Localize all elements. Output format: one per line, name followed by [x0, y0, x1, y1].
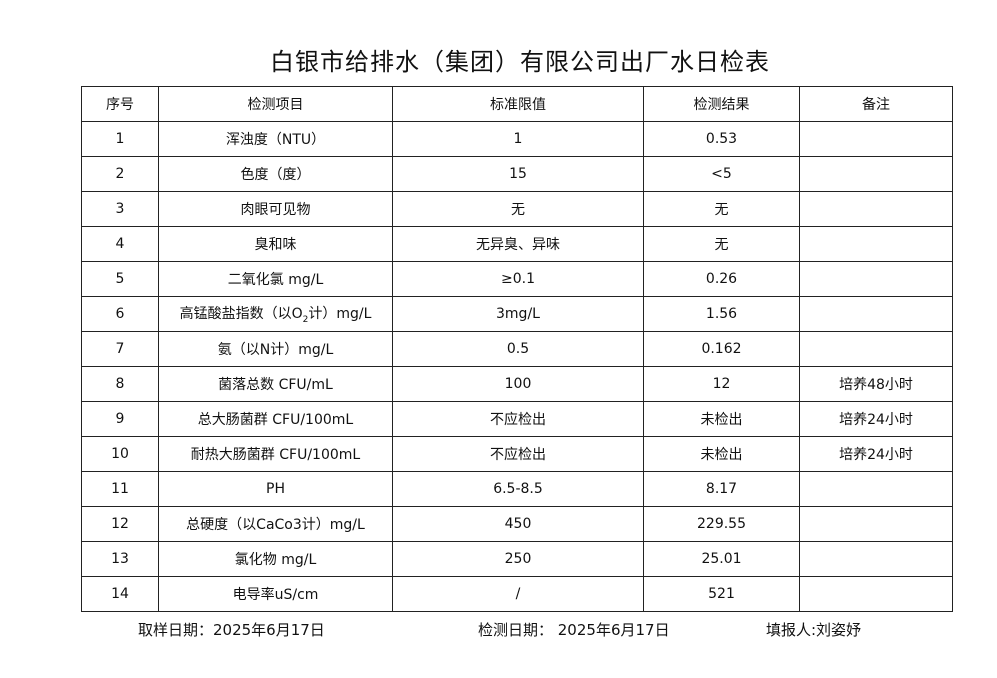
table-row: 8 菌落总数 CFU/mL 100 12 培养48小时 [81, 366, 953, 402]
cell-result: 12 [643, 366, 800, 402]
cell-no: 6 [81, 296, 159, 332]
table-row: 6 高锰酸盐指数（以O2计）mg/L 3mg/L 1.56 [81, 296, 953, 332]
test-date: 检测日期： 2025年6月17日 [478, 621, 670, 639]
cell-item: 肉眼可见物 [158, 191, 393, 227]
cell-result: 未检出 [643, 401, 800, 437]
cell-limit: 250 [392, 541, 644, 577]
cell-note [799, 121, 953, 157]
cell-note [799, 226, 953, 262]
cell-result: 无 [643, 191, 800, 227]
inspection-table: 序号 检测项目 标准限值 检测结果 备注 1 浑浊度（NTU） 1 0.53 2 色度（度… [81, 86, 953, 612]
cell-no: 3 [81, 191, 159, 227]
cell-result: 8.17 [643, 471, 800, 507]
cell-item: 电导率uS/cm [158, 576, 393, 612]
cell-result: 25.01 [643, 541, 800, 577]
table-row: 7 氨（以N计）mg/L 0.5 0.162 [81, 331, 953, 367]
cell-note [799, 156, 953, 192]
cell-item: 氨（以N计）mg/L [158, 331, 393, 367]
cell-no: 4 [81, 226, 159, 262]
header-note: 备注 [799, 86, 953, 122]
cell-item: 色度（度） [158, 156, 393, 192]
cell-limit: 15 [392, 156, 644, 192]
cell-limit: / [392, 576, 644, 612]
cell-limit: 无 [392, 191, 644, 227]
header-item: 检测项目 [158, 86, 393, 122]
cell-result: 0.53 [643, 121, 800, 157]
table-row: 11 PH 6.5-8.5 8.17 [81, 471, 953, 507]
cell-limit: 6.5-8.5 [392, 471, 644, 507]
cell-result: 1.56 [643, 296, 800, 332]
cell-limit: 0.5 [392, 331, 644, 367]
cell-result: 521 [643, 576, 800, 612]
cell-item-part: 计）mg/L [308, 306, 372, 323]
cell-item: 二氧化氯 mg/L [158, 261, 393, 297]
cell-no: 10 [81, 436, 159, 472]
cell-no: 7 [81, 331, 159, 367]
cell-limit: 不应检出 [392, 401, 644, 437]
cell-item: 总硬度（以CaCo3计）mg/L [158, 506, 393, 542]
sampling-date: 取样日期：2025年6月17日 [138, 621, 325, 639]
cell-note [799, 261, 953, 297]
cell-note [799, 471, 953, 507]
cell-item: PH [158, 471, 393, 507]
cell-item: 高锰酸盐指数（以O2计）mg/L [158, 296, 393, 332]
cell-note [799, 331, 953, 367]
cell-limit: 450 [392, 506, 644, 542]
cell-result: <5 [643, 156, 800, 192]
table-row: 10 耐热大肠菌群 CFU/100mL 不应检出 未检出 培养24小时 [81, 436, 953, 472]
table-row: 9 总大肠菌群 CFU/100mL 不应检出 未检出 培养24小时 [81, 401, 953, 437]
cell-no: 9 [81, 401, 159, 437]
table-row: 14 电导率uS/cm/521 [81, 576, 953, 612]
cell-result: 0.162 [643, 331, 800, 367]
cell-item-part: 2 [302, 314, 309, 325]
cell-note [799, 296, 953, 332]
cell-result: 无 [643, 226, 800, 262]
cell-note [799, 541, 953, 577]
cell-note [799, 191, 953, 227]
table-row: 2 色度（度） 15 <5 [81, 156, 953, 192]
header-row: 序号 检测项目 标准限值 检测结果 备注 [81, 86, 953, 122]
cell-no: 12 [81, 506, 159, 542]
table-row: 12 总硬度（以CaCo3计）mg/L 450 229.55 [81, 506, 953, 542]
cell-no: 8 [81, 366, 159, 402]
page-title: 白银市给排水（集团）有限公司出厂水日检表 [270, 48, 770, 76]
cell-no: 2 [81, 156, 159, 192]
cell-limit: ≥0.1 [392, 261, 644, 297]
cell-note [799, 576, 953, 612]
reporter: 填报人:刘姿妤 [766, 621, 862, 639]
cell-note [799, 506, 953, 542]
cell-limit: 无异臭、异味 [392, 226, 644, 262]
header-result: 检测结果 [643, 86, 800, 122]
cell-item-part: 高锰酸盐指数（以O [179, 306, 303, 323]
cell-no: 14 [81, 576, 159, 612]
cell-no: 11 [81, 471, 159, 507]
cell-note: 培养24小时 [799, 401, 953, 437]
cell-limit: 不应检出 [392, 436, 644, 472]
cell-no: 13 [81, 541, 159, 577]
cell-no: 1 [81, 121, 159, 157]
cell-limit: 100 [392, 366, 644, 402]
cell-no: 5 [81, 261, 159, 297]
cell-result: 0.26 [643, 261, 800, 297]
header-no: 序号 [81, 86, 159, 122]
table-row: 3 肉眼可见物无无 [81, 191, 953, 227]
cell-item: 臭和味 [158, 226, 393, 262]
header-limit: 标准限值 [392, 86, 644, 122]
cell-limit: 3mg/L [392, 296, 644, 332]
cell-result: 229.55 [643, 506, 800, 542]
cell-note: 培养24小时 [799, 436, 953, 472]
table-row: 5 二氧化氯 mg/L ≥0.1 0.26 [81, 261, 953, 297]
table-row: 13 氯化物 mg/L 250 25.01 [81, 541, 953, 577]
table-row: 1 浑浊度（NTU） 1 0.53 [81, 121, 953, 157]
cell-limit: 1 [392, 121, 644, 157]
cell-item: 浑浊度（NTU） [158, 121, 393, 157]
cell-item: 菌落总数 CFU/mL [158, 366, 393, 402]
cell-result: 未检出 [643, 436, 800, 472]
cell-item: 总大肠菌群 CFU/100mL [158, 401, 393, 437]
cell-item: 氯化物 mg/L [158, 541, 393, 577]
cell-note: 培养48小时 [799, 366, 953, 402]
table-row: 4 臭和味 无异臭、异味无 [81, 226, 953, 262]
cell-item: 耐热大肠菌群 CFU/100mL [158, 436, 393, 472]
